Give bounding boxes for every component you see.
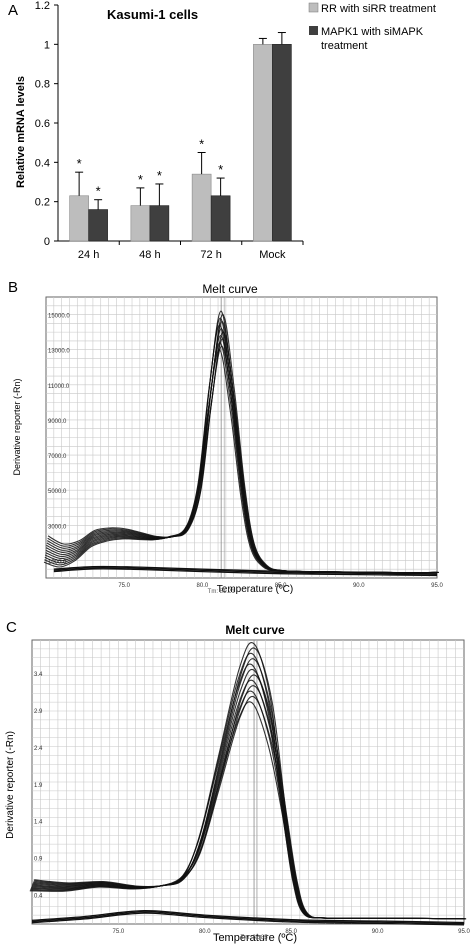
bar-chart-panel: A Kasumi-1 cells Relative mRNA levels 00… [8,0,436,261]
y-tick-label: 1.2 [35,0,50,12]
y-tick-label: 15000.0 [48,314,70,320]
y-tick-label: 0.4 [34,893,43,899]
melt-curve-b-title: Melt curve [202,282,258,296]
baseline-curve [31,910,465,924]
legend-label-rr: RR with siRR treatment [321,3,436,15]
bar-chart-legend: RR with siRR treatment MAPK1 with siMAPK… [308,2,436,52]
y-tick-label: 0.9 [34,857,43,863]
x-tick-label: 90.0 [353,583,365,589]
x-tick-label: 80.0 [197,583,209,589]
bar-chart-ylabel: Relative mRNA levels [15,76,27,188]
y-tick-label: 1 [44,39,50,51]
x-tick-label: 85.0 [285,929,297,935]
y-tick-label: 11000.0 [48,384,70,390]
significance-asterisk: * [218,162,223,177]
y-tick-label: 2.4 [34,746,43,752]
legend-label-mapk: MAPK1 with siMAPK treatment [321,26,426,52]
y-tick-label: 13000.0 [48,349,70,355]
y-tick-label: 0 [44,236,50,248]
x-tick-label: 95.0 [458,929,470,935]
bar-chart-bars: * * * * * * [69,32,292,242]
y-tick-label: 0.8 [35,79,50,91]
x-tick-label: 80.0 [199,929,211,935]
legend-label-mapk-line-2: treatment [321,40,367,52]
melt-curve-b-ylabel: Derivative reporter (-Rn) [12,378,22,475]
y-tick-label: 0.2 [35,197,50,209]
x-tick-label: 75.0 [113,929,125,935]
y-tick-label: 0.6 [35,118,50,130]
x-tick-label: Mock [259,249,286,261]
x-tick-label: 75.0 [118,583,130,589]
melt-curve-c-ylabel: Derivative reporter (-Rn) [5,731,16,839]
melt-curve-b-xlabel: Temperature (ºC) [217,584,293,595]
melt-curve-c-plot: 75.0 80.0 85.0 90.0 95.0 0.4 0.9 1.4 1.9 2.4 2.9 3.… [29,639,470,941]
legend-label-mapk-line-1: MAPK1 with siMAPK [321,26,424,38]
bar [88,209,108,242]
baseline-curve [53,567,438,575]
y-tick-label: 3.4 [34,672,43,678]
bar [69,195,89,242]
bar [149,205,170,242]
y-tick-label: 5000.0 [48,489,67,495]
x-tick-label: 85.0 [275,583,287,589]
y-tick-label: 0.4 [35,157,50,169]
melt-curve-panel-b: B Melt curve Derivative reporter (-Rn) T… [8,279,443,595]
panel-label-a: A [8,2,18,19]
baseline-curve [31,912,465,926]
bar-chart-title: Kasumi-1 cells [107,7,198,22]
significance-asterisk: * [138,172,143,187]
bar-chart-axes: 0 0.2 0.4 0.6 0.8 1 1.2 24 h 48 h 72 h Mock [35,0,304,261]
tm-label: Tm: 82.85 [241,935,269,941]
melt-curve-b-plot: 75.0 80.0 85.0 90.0 95.01000.03000.05000.070… [43,296,443,595]
melt-curve-c-xlabel: Temperature (ºC) [213,932,297,944]
significance-asterisk: * [157,168,162,183]
x-tick-label: 90.0 [372,929,384,935]
baseline-curve [53,568,438,577]
bar [272,44,292,242]
bar [210,195,231,242]
x-tick-label: 24 h [78,249,99,261]
y-tick-label: 1.4 [34,820,43,826]
y-tick-label: 9000.0 [48,419,67,425]
x-tick-label: 72 h [200,249,221,261]
y-tick-label: 3000.0 [48,524,67,530]
y-tick-label: 7000.0 [48,454,67,460]
bar [191,173,212,242]
tm-label: Tm: 81.21 [208,589,236,595]
significance-asterisk: * [96,184,101,199]
bar [253,44,273,242]
melt-curve-panel-c: C Melt curve Derivative reporter (-Rn) T… [5,619,470,944]
significance-asterisk: * [199,137,204,152]
y-tick-label: 1.9 [34,783,43,789]
x-tick-label: 95.0 [431,583,443,589]
significance-asterisk: * [77,156,82,171]
panel-label-b: B [8,279,18,296]
baseline-curve [53,565,438,574]
melt-curve-c-title: Melt curve [225,623,285,637]
legend-swatch-mapk [309,26,318,35]
panel-label-c: C [6,619,17,636]
x-tick-label: 48 h [139,249,160,261]
melt-curve-replicate [34,674,467,920]
y-tick-label: 2.9 [34,709,43,715]
bar [130,205,151,242]
legend-swatch-rr [308,2,319,13]
baseline-curve [31,911,465,925]
